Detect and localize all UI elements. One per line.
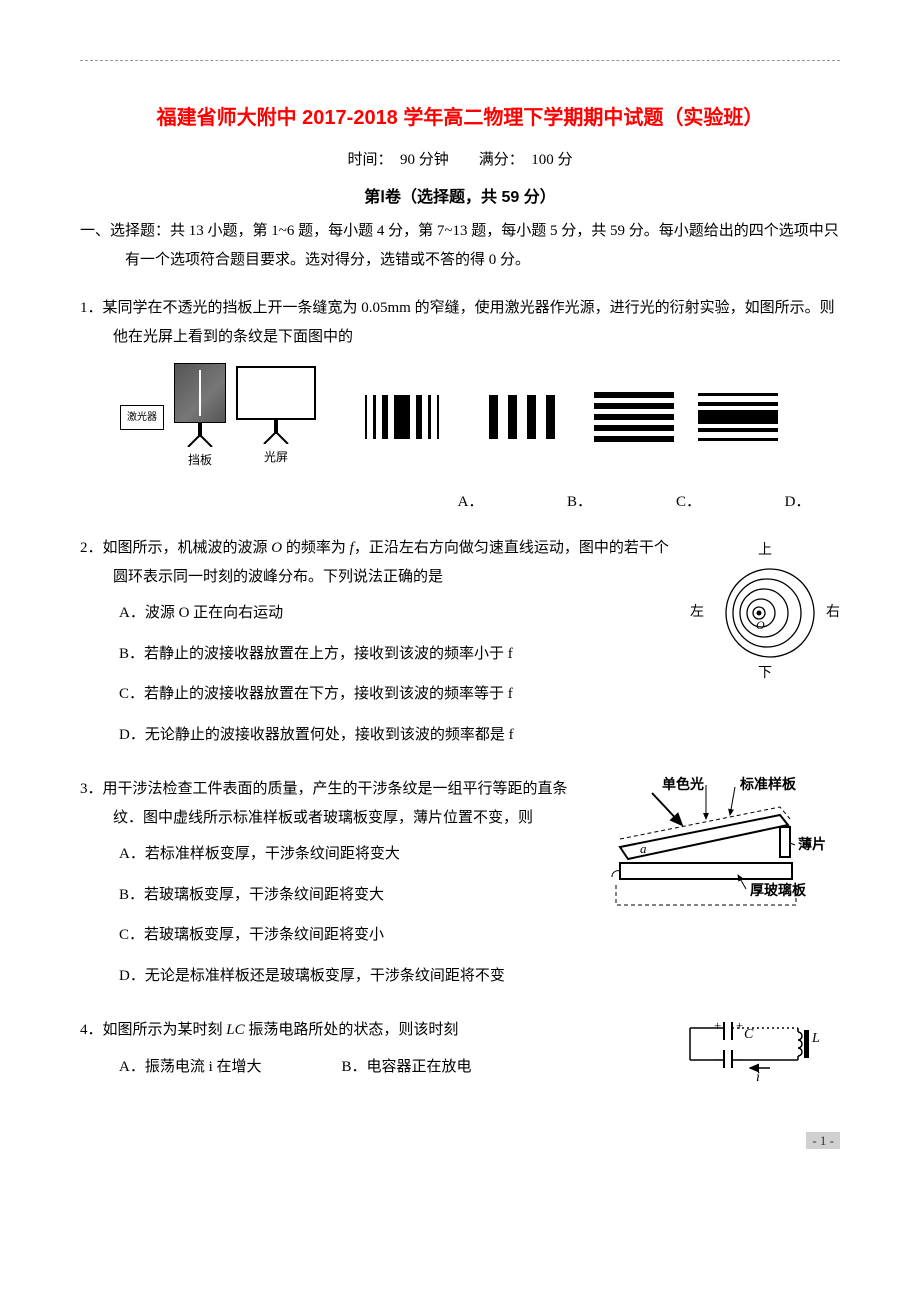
- q1-stem: 1．某同学在不透光的挡板上开一条缝宽为 0.05mm 的窄缝，使用激光器作光源，…: [80, 294, 840, 351]
- q3-num: 3．: [80, 781, 103, 797]
- screen-graphic: [236, 366, 316, 420]
- q3-opt-C-text: C．若玻璃板变厚，干涉条纹间距将变小: [119, 927, 384, 943]
- doppler-circles: O: [710, 565, 820, 661]
- laser-label-box: 激光器: [120, 405, 164, 430]
- q4-text-b: 振荡电路所处的状态，则该时刻: [245, 1022, 459, 1038]
- svg-text:−: −: [714, 1052, 721, 1067]
- q4-opt-B-text: B．电容器正在放电: [342, 1059, 472, 1075]
- q3-opt-D: D．无论是标准样板还是玻璃板变厚，干涉条纹间距将不变: [119, 962, 840, 991]
- pattern-D: [698, 390, 778, 444]
- page-number-text: - 1 -: [806, 1132, 840, 1149]
- q1-text: 某同学在不透光的挡板上开一条缝宽为 0.05mm 的窄缝，使用激光器作光源，进行…: [103, 300, 835, 345]
- laser-unit: 激光器: [120, 405, 164, 430]
- q2-text-a: 如图所示，机械波的波源: [103, 540, 272, 556]
- q3-opt-D-text: D．无论是标准样板还是玻璃板变厚，干涉条纹间距将不变: [119, 968, 505, 984]
- question-2: 上 左 O 右 下 2．如图所示，机械波的波源 O 的频率为 f，正沿左右方向做…: [80, 534, 840, 761]
- svg-text:L: L: [811, 1031, 820, 1046]
- q2-opt-C-text: C．若静止的波接收器放置在下方，接收到该波的频率等于 f: [119, 686, 513, 702]
- svg-text:薄片: 薄片: [798, 836, 826, 853]
- question-1: 1．某同学在不透光的挡板上开一条缝宽为 0.05mm 的窄缝，使用激光器作光源，…: [80, 294, 840, 516]
- dir-left: 左: [690, 600, 704, 627]
- q4-opt-A-text: A．振荡电流 i 在增大: [119, 1059, 262, 1075]
- q2-opt-A-text: A．波源 O 正在向右运动: [119, 605, 283, 621]
- q2-opt-D-text: D．无论静止的波接收器放置何处，接收到该波的频率都是 f: [119, 727, 514, 743]
- q2-opt-B-text: B．若静止的波接收器放置在上方，接收到该波的频率小于 f: [119, 646, 513, 662]
- q3-svg: 单色光 标准样板 薄片 a b 厚玻璃板: [590, 775, 840, 915]
- section-instructions: 一、选择题：共 13 小题，第 1~6 题，每小题 4 分，第 7~13 题，每…: [80, 217, 840, 274]
- q2-num: 2．: [80, 540, 103, 556]
- q4-text-a: 如图所示为某时刻: [103, 1022, 227, 1038]
- svg-text:O: O: [756, 618, 765, 632]
- q3-text: 用干涉法检查工件表面的质量，产生的干涉条纹是一组平行等距的直条纹．图中虚线所示标…: [103, 781, 568, 826]
- q3-figure: 单色光 标准样板 薄片 a b 厚玻璃板: [590, 775, 840, 926]
- q4-figure: + + − − C L i: [670, 1016, 830, 1097]
- q2-O: O: [271, 540, 282, 556]
- svg-text:+: +: [714, 1018, 721, 1033]
- page-title: 福建省师大附中 2017-2018 学年高二物理下学期期中试题（实验班）: [80, 101, 840, 130]
- dir-down: 下: [690, 661, 840, 688]
- q4-opt-A: A．振荡电流 i 在增大: [119, 1053, 262, 1082]
- q4-options: A．振荡电流 i 在增大 B．电容器正在放电: [80, 1053, 650, 1082]
- pattern-C: [594, 390, 674, 444]
- pattern-B: [474, 390, 570, 444]
- choice-label-A: A．: [428, 488, 513, 517]
- choice-label-C: C．: [646, 488, 731, 517]
- q4-svg: + + − − C L i: [670, 1016, 830, 1086]
- svg-text:厚玻璃板: 厚玻璃板: [750, 882, 807, 899]
- choice-label-D: D．: [755, 488, 840, 517]
- exam-meta: 时间： 90 分钟 满分： 100 分: [80, 148, 840, 169]
- q4-opt-B: B．电容器正在放电: [342, 1053, 472, 1082]
- q3-opt-A-text: A．若标准样板变厚，干涉条纹间距将变大: [119, 846, 400, 862]
- q2-figure: 上 左 O 右 下: [690, 538, 840, 687]
- dir-up: 上: [690, 538, 840, 565]
- lbl-light: 单色光: [662, 776, 704, 793]
- screen-stand-base: [236, 432, 316, 444]
- screen-unit: 光屏: [236, 366, 316, 469]
- section-header: 第Ⅰ卷（选择题，共 59 分）: [80, 183, 840, 207]
- q4-num: 4．: [80, 1022, 103, 1038]
- board-graphic: [174, 363, 226, 423]
- board-stand-base: [174, 435, 226, 447]
- page-number: - 1 -: [80, 1133, 840, 1149]
- q1-choice-labels: A． B． C． D．: [428, 488, 840, 517]
- pattern-A: [354, 390, 450, 444]
- svg-text:+: +: [736, 1018, 743, 1033]
- q2-opt-D: D．无论静止的波接收器放置何处，接收到该波的频率都是 f: [119, 721, 840, 750]
- screen-label: 光屏: [236, 446, 316, 469]
- question-4: + + − − C L i 4．如图所示为某时刻 LC 振荡电路所处的状态，则该…: [80, 1016, 840, 1107]
- choice-label-B: B．: [537, 488, 622, 517]
- lbl-standard: 标准样板: [739, 776, 797, 793]
- q1-patterns: [354, 390, 778, 444]
- board-unit: 挡板: [174, 363, 226, 472]
- q1-num: 1．: [80, 300, 103, 316]
- q1-apparatus: 激光器 挡板 光屏: [120, 363, 840, 472]
- svg-text:i: i: [756, 1070, 760, 1085]
- q2-text-b: 的频率为: [282, 540, 350, 556]
- top-rule: [80, 60, 840, 61]
- slit: [199, 370, 201, 416]
- svg-text:C: C: [744, 1027, 754, 1042]
- question-3: 单色光 标准样板 薄片 a b 厚玻璃板 3: [80, 775, 840, 1002]
- q4-LC: LC: [226, 1022, 244, 1038]
- q3-opt-B-text: B．若玻璃板变厚，干涉条纹间距将变大: [119, 887, 384, 903]
- svg-text:a: a: [640, 841, 647, 856]
- dir-right: 右: [826, 600, 840, 627]
- board-label: 挡板: [174, 449, 226, 472]
